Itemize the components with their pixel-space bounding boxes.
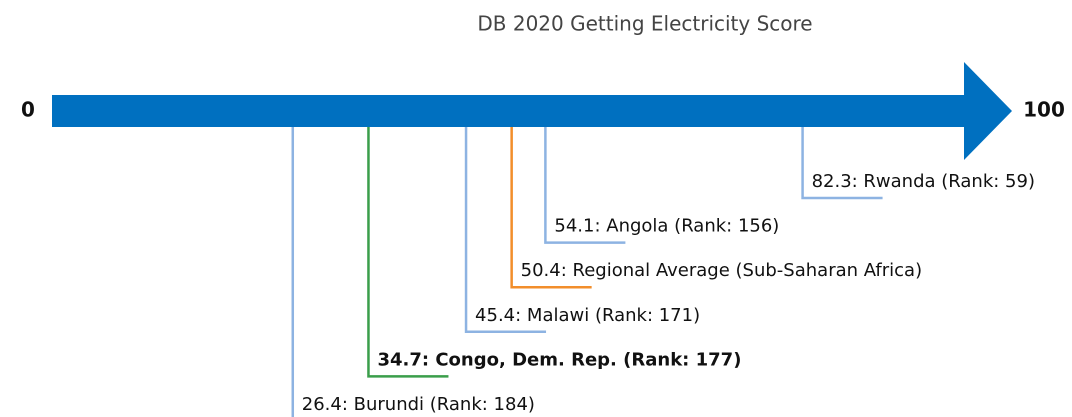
marker-line [464, 127, 547, 334]
x-tick-label: 100 [1023, 98, 1065, 122]
chart-title: DB 2020 Getting Electricity Score [477, 12, 812, 36]
value-label: 50.4: Regional Average (Sub-Saharan Afri… [521, 260, 922, 281]
marker-line [510, 127, 592, 289]
value-label: 54.1: Angola (Rank: 156) [554, 216, 779, 237]
marker-line [544, 127, 626, 244]
marker-line [291, 127, 295, 417]
marker-line [801, 127, 883, 200]
x-tick-label: 0 [21, 98, 35, 122]
axis-bar [52, 95, 964, 127]
axis-arrowhead [964, 62, 1012, 160]
value-label: 82.3: Rwanda (Rank: 59) [812, 171, 1035, 192]
value-label: 26.4: Burundi (Rank: 184) [302, 394, 535, 415]
value-label: 34.7: Congo, Dem. Rep. (Rank: 177) [377, 349, 741, 370]
marker-line [367, 127, 449, 378]
value-label: 45.4: Malawi (Rank: 171) [475, 305, 700, 326]
